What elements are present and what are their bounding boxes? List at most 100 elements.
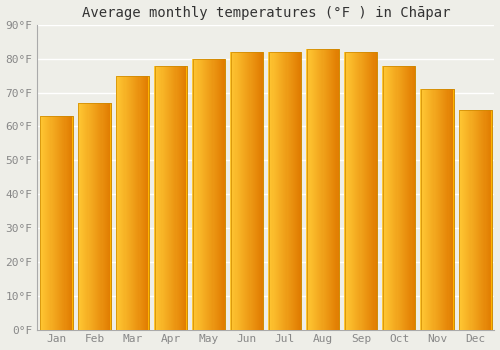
- Bar: [486, 110, 487, 330]
- Bar: [43, 116, 44, 330]
- Bar: [162, 65, 164, 330]
- Bar: [398, 65, 399, 330]
- Bar: [209, 59, 210, 330]
- Bar: [436, 89, 437, 330]
- Bar: [259, 52, 260, 330]
- Bar: [355, 52, 356, 330]
- Bar: [240, 52, 241, 330]
- Bar: [274, 52, 276, 330]
- Bar: [426, 89, 427, 330]
- Bar: [260, 52, 262, 330]
- Bar: [92, 103, 93, 330]
- Bar: [278, 52, 279, 330]
- Bar: [351, 52, 352, 330]
- Bar: [130, 76, 131, 330]
- Bar: [384, 65, 386, 330]
- Bar: [446, 89, 448, 330]
- Bar: [384, 65, 385, 330]
- Bar: [292, 52, 293, 330]
- Bar: [324, 49, 326, 330]
- Bar: [78, 103, 110, 330]
- Bar: [181, 65, 182, 330]
- Bar: [248, 52, 250, 330]
- Bar: [221, 59, 222, 330]
- Bar: [472, 110, 473, 330]
- Bar: [338, 49, 339, 330]
- Bar: [129, 76, 130, 330]
- Bar: [390, 65, 391, 330]
- Bar: [200, 59, 202, 330]
- Bar: [45, 116, 46, 330]
- Bar: [52, 116, 53, 330]
- Bar: [254, 52, 255, 330]
- Bar: [421, 89, 454, 330]
- Bar: [376, 52, 377, 330]
- Bar: [216, 59, 217, 330]
- Bar: [268, 52, 270, 330]
- Bar: [317, 49, 318, 330]
- Bar: [465, 110, 466, 330]
- Bar: [393, 65, 394, 330]
- Bar: [490, 110, 491, 330]
- Bar: [480, 110, 482, 330]
- Bar: [241, 52, 242, 330]
- Bar: [84, 103, 86, 330]
- Bar: [443, 89, 444, 330]
- Bar: [272, 52, 274, 330]
- Bar: [308, 49, 310, 330]
- Bar: [172, 65, 174, 330]
- Bar: [478, 110, 480, 330]
- Bar: [256, 52, 257, 330]
- Bar: [441, 89, 442, 330]
- Bar: [422, 89, 424, 330]
- Bar: [184, 65, 186, 330]
- Bar: [333, 49, 334, 330]
- Bar: [83, 103, 84, 330]
- Bar: [122, 76, 124, 330]
- Bar: [68, 116, 69, 330]
- Bar: [117, 76, 118, 330]
- Bar: [481, 110, 482, 330]
- Bar: [170, 65, 172, 330]
- Bar: [234, 52, 236, 330]
- Bar: [320, 49, 322, 330]
- Bar: [269, 52, 301, 330]
- Bar: [164, 65, 166, 330]
- Bar: [52, 116, 54, 330]
- Bar: [345, 52, 378, 330]
- Bar: [98, 103, 100, 330]
- Bar: [458, 110, 460, 330]
- Bar: [180, 65, 181, 330]
- Bar: [217, 59, 218, 330]
- Bar: [306, 49, 308, 330]
- Bar: [194, 59, 196, 330]
- Bar: [326, 49, 328, 330]
- Bar: [322, 49, 324, 330]
- Bar: [207, 59, 208, 330]
- Bar: [448, 89, 450, 330]
- Bar: [269, 52, 301, 330]
- Bar: [200, 59, 201, 330]
- Bar: [246, 52, 248, 330]
- Bar: [119, 76, 120, 330]
- Bar: [42, 116, 43, 330]
- Bar: [486, 110, 488, 330]
- Bar: [155, 65, 156, 330]
- Bar: [425, 89, 426, 330]
- Bar: [277, 52, 278, 330]
- Bar: [171, 65, 172, 330]
- Bar: [94, 103, 95, 330]
- Bar: [362, 52, 363, 330]
- Bar: [427, 89, 428, 330]
- Bar: [48, 116, 50, 330]
- Bar: [195, 59, 196, 330]
- Bar: [430, 89, 432, 330]
- Bar: [126, 76, 128, 330]
- Bar: [230, 52, 263, 330]
- Bar: [420, 89, 422, 330]
- Bar: [332, 49, 334, 330]
- Bar: [54, 116, 55, 330]
- Bar: [475, 110, 476, 330]
- Bar: [257, 52, 258, 330]
- Bar: [353, 52, 354, 330]
